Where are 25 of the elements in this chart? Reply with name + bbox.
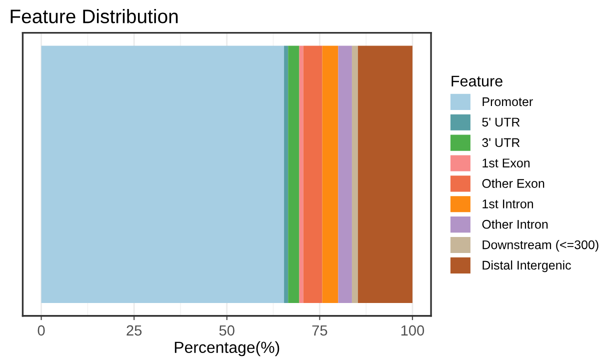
legend-label: 5' UTR [482, 118, 520, 127]
bar [338, 46, 352, 304]
legend-label: 1st Exon [482, 158, 530, 168]
bar [352, 46, 358, 304]
x-tick-label: 25 [126, 325, 142, 336]
legend-title: Feature [452, 76, 502, 86]
x-axis-title: Percentage(%) [174, 341, 280, 356]
legend-label: Other Intron [482, 220, 548, 229]
legend-label: Other Exon [482, 178, 544, 188]
x-tick-label: 100 [401, 325, 424, 336]
legend-label: Distal Intergenic [482, 260, 571, 272]
legend-label: Promoter [482, 97, 533, 106]
x-tick-label: 0 [38, 325, 45, 336]
chart-title: Feature Distribution [10, 9, 178, 24]
bar [322, 46, 338, 304]
legend-label: 1st Intron [482, 200, 533, 208]
x-tick-label: 75 [312, 325, 328, 336]
bar [358, 46, 412, 304]
legend-label: 3' UTR [482, 138, 520, 148]
bar [284, 46, 288, 304]
bar [288, 46, 300, 304]
bar [299, 46, 304, 304]
bar [303, 46, 322, 304]
legend-label: Downstream (<=300) [482, 240, 598, 252]
x-tick-label: 50 [219, 325, 234, 336]
